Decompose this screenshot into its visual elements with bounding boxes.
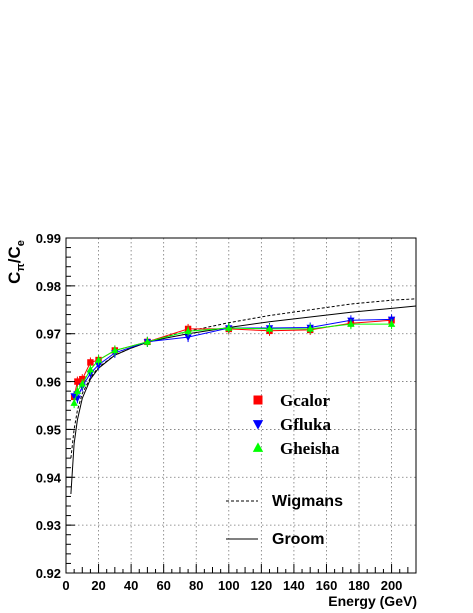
tick-labels: 0 20 40 60 80 100 120 140 160 180 200 0.92 0.93 0.94 0… [36,231,403,593]
y-tick-label: 0.99 [36,231,61,246]
x-tick-label: 80 [189,578,203,593]
gheisha-point [78,379,86,387]
gheisha-point [94,356,103,363]
x-tick-label: 100 [218,578,240,593]
gfluka-legend-marker [252,420,264,430]
gfluka-line [73,318,392,400]
gheisha-point [347,320,355,327]
x-tick-label: 160 [316,578,338,593]
gheisha-line [73,323,392,404]
gfluka-point [184,334,192,342]
y-tick-label: 0.97 [36,327,61,342]
x-tick-label: 0 [62,578,69,593]
y-tick-label: 0.95 [36,422,61,437]
y-tick-label: 0.98 [36,279,61,294]
gcalor-legend-marker [253,395,263,405]
svg-text:Cπ/Ce: Cπ/Ce [5,240,27,284]
gheisha-point [225,323,233,331]
gheisha-point [265,324,274,332]
y-tick-label: 0.92 [36,566,61,581]
y-tick-label: 0.96 [36,375,61,390]
gcalor-point [87,359,94,366]
data-series [70,314,396,409]
y-tick-label: 0.93 [36,518,61,533]
plot-frame [65,237,417,574]
x-tick-label: 200 [381,578,403,593]
wigmans-legend-label: Wigmans [272,493,343,510]
x-tick-label: 180 [348,578,370,593]
gheisha-point [70,399,78,406]
gheisha-point [387,320,396,327]
gheisha-legend-marker [252,442,264,452]
x-tick-label: 120 [250,578,272,593]
x-axis-title: Energy (GeV) [328,593,417,609]
groom-curve [70,305,417,495]
gheisha-point [143,337,152,345]
y-tick-label: 0.94 [36,470,62,485]
x-tick-label: 20 [91,578,105,593]
x-tick-label: 40 [124,578,138,593]
gcalor-point [74,378,81,385]
gheisha-point [111,346,119,354]
x-tick-label: 60 [156,578,170,593]
gheisha-point [73,387,82,394]
gcalor-legend-label: Gcalor [280,391,330,410]
gfluka-legend-label: Gfluka [280,415,332,434]
axis-ticks [65,237,409,574]
gheisha-point [184,327,192,335]
gheisha-point [86,365,95,373]
gheisha-point [306,324,314,332]
y-axis-title: Cπ/Ce [5,240,27,284]
grid-lines [66,238,416,573]
gcalor-line [73,319,392,398]
x-tick-label: 140 [283,578,305,593]
gfluka-point [94,362,103,369]
groom-legend-label: Groom [272,531,324,548]
legend: Gcalor Gfluka Gheisha Wigmans Groom [226,391,343,548]
gheisha-legend-label: Gheisha [280,439,340,458]
